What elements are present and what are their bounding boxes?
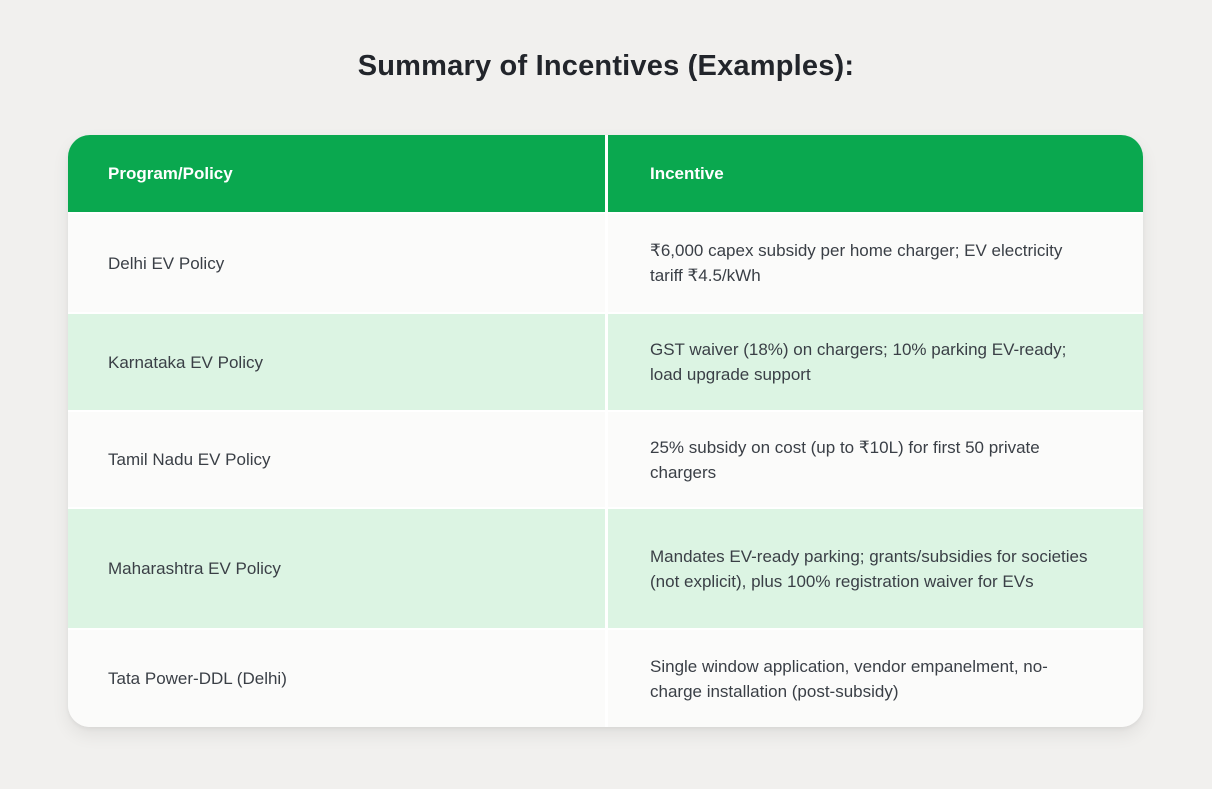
page-title: Summary of Incentives (Examples): xyxy=(357,50,855,82)
incentive-cell: GST waiver (18%) on chargers; 10% parkin… xyxy=(608,314,1143,410)
incentive-cell: 25% subsidy on cost (up to ₹10L) for fir… xyxy=(608,412,1143,507)
table-row-tata-power-ddl: Tata Power-DDL (Delhi) Single window app… xyxy=(68,630,1143,727)
program-cell: Karnataka EV Policy xyxy=(68,314,605,410)
table-row-tamil-nadu-ev-policy: Tamil Nadu EV Policy 25% subsidy on cost… xyxy=(68,412,1143,507)
table-header-row: Program/Policy Incentive xyxy=(68,135,1143,212)
table-row-maharashtra-ev-policy: Maharashtra EV Policy Mandates EV-ready … xyxy=(68,509,1143,628)
incentive-cell: Mandates EV-ready parking; grants/subsid… xyxy=(608,509,1143,628)
column-header-incentive: Incentive xyxy=(608,135,1143,212)
table-row-delhi-ev-policy: Delhi EV Policy ₹6,000 capex subsidy per… xyxy=(68,214,1143,312)
program-cell: Delhi EV Policy xyxy=(68,214,605,312)
program-cell: Tata Power-DDL (Delhi) xyxy=(68,630,605,727)
incentive-cell: Single window application, vendor empane… xyxy=(608,630,1143,727)
incentives-table: Program/Policy Incentive Delhi EV Policy… xyxy=(68,135,1143,727)
table-row-karnataka-ev-policy: Karnataka EV Policy GST waiver (18%) on … xyxy=(68,314,1143,410)
program-cell: Tamil Nadu EV Policy xyxy=(68,412,605,507)
incentive-cell: ₹6,000 capex subsidy per home charger; E… xyxy=(608,214,1143,312)
column-header-program-policy: Program/Policy xyxy=(68,135,605,212)
program-cell: Maharashtra EV Policy xyxy=(68,509,605,628)
